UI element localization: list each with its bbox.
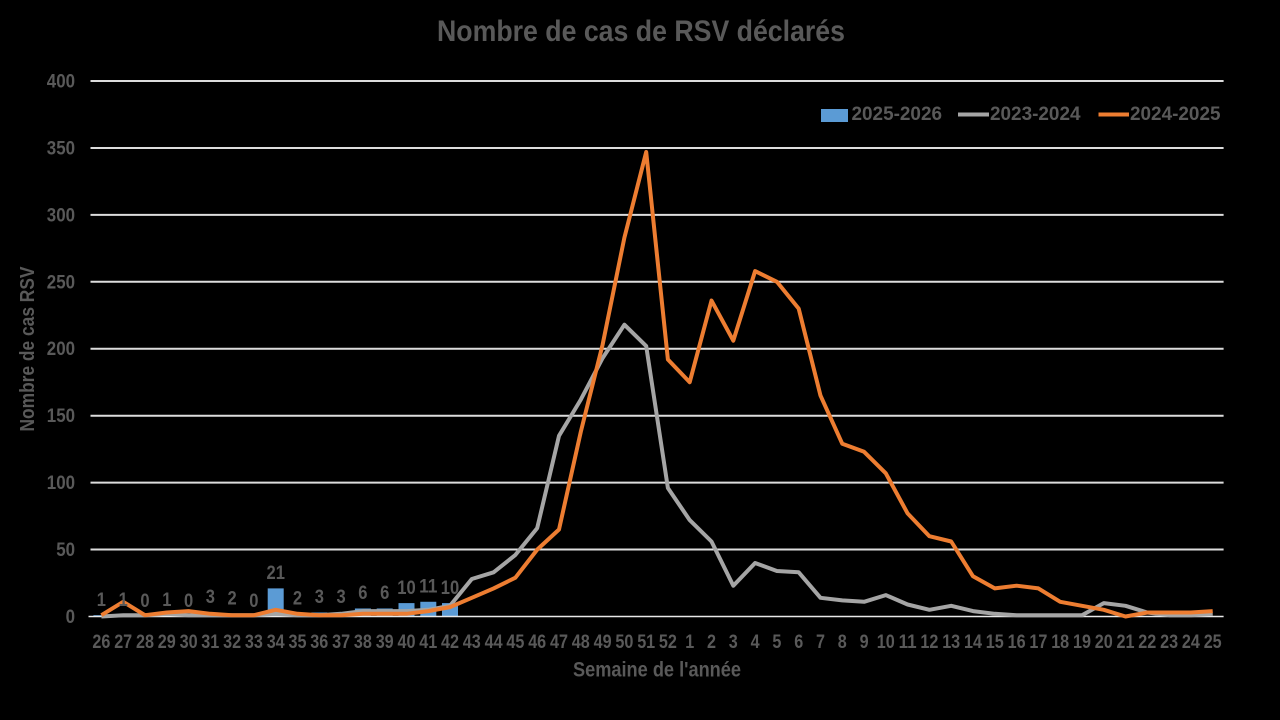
svg-text:10: 10 xyxy=(877,632,895,653)
svg-text:29: 29 xyxy=(158,632,176,653)
svg-text:24: 24 xyxy=(1182,632,1200,653)
svg-text:3: 3 xyxy=(206,587,215,608)
svg-text:35: 35 xyxy=(289,632,307,653)
svg-text:51: 51 xyxy=(637,632,655,653)
svg-text:11: 11 xyxy=(419,577,438,598)
svg-text:1: 1 xyxy=(119,590,129,611)
svg-text:0: 0 xyxy=(184,591,193,612)
svg-text:200: 200 xyxy=(47,339,75,360)
svg-text:0: 0 xyxy=(140,591,149,612)
svg-text:250: 250 xyxy=(47,272,75,293)
svg-text:0: 0 xyxy=(66,607,75,628)
svg-text:2024-2025: 2024-2025 xyxy=(1130,104,1221,125)
svg-text:50: 50 xyxy=(56,540,75,561)
svg-text:16: 16 xyxy=(1008,632,1026,653)
svg-text:3: 3 xyxy=(729,632,738,653)
svg-text:5: 5 xyxy=(772,632,781,653)
svg-text:7: 7 xyxy=(816,632,825,653)
svg-text:15: 15 xyxy=(986,632,1004,653)
svg-text:Nombre de cas RSV: Nombre de cas RSV xyxy=(17,266,39,432)
svg-text:1: 1 xyxy=(97,590,107,611)
svg-text:20: 20 xyxy=(1095,632,1113,653)
svg-text:32: 32 xyxy=(223,632,241,653)
svg-text:18: 18 xyxy=(1051,632,1069,653)
svg-text:40: 40 xyxy=(398,632,416,653)
svg-text:1: 1 xyxy=(162,590,172,611)
svg-text:2: 2 xyxy=(293,589,302,610)
svg-text:3: 3 xyxy=(315,587,324,608)
svg-text:37: 37 xyxy=(332,632,350,653)
svg-text:36: 36 xyxy=(310,632,328,653)
svg-text:2023-2024: 2023-2024 xyxy=(990,104,1081,125)
svg-text:42: 42 xyxy=(441,632,459,653)
svg-text:2025-2026: 2025-2026 xyxy=(852,104,943,125)
svg-text:400: 400 xyxy=(47,72,75,93)
svg-text:Semaine de l'année: Semaine de l'année xyxy=(573,659,741,682)
svg-text:8: 8 xyxy=(838,632,847,653)
svg-text:1: 1 xyxy=(685,632,694,653)
svg-text:45: 45 xyxy=(506,632,524,653)
svg-text:38: 38 xyxy=(354,632,372,653)
svg-text:10: 10 xyxy=(397,578,415,599)
svg-text:46: 46 xyxy=(528,632,546,653)
svg-text:47: 47 xyxy=(550,632,568,653)
svg-text:50: 50 xyxy=(615,632,633,653)
svg-text:4: 4 xyxy=(751,632,760,653)
svg-text:150: 150 xyxy=(47,406,75,427)
svg-text:11: 11 xyxy=(899,632,917,653)
svg-text:12: 12 xyxy=(920,632,938,653)
svg-text:Nombre de cas de RSV déclarés: Nombre de cas de RSV déclarés xyxy=(437,15,845,48)
svg-text:300: 300 xyxy=(47,205,75,226)
svg-text:19: 19 xyxy=(1073,632,1091,653)
svg-text:39: 39 xyxy=(376,632,394,653)
svg-text:22: 22 xyxy=(1138,632,1156,653)
svg-text:2: 2 xyxy=(707,632,716,653)
svg-text:28: 28 xyxy=(136,632,154,653)
svg-text:27: 27 xyxy=(114,632,132,653)
svg-text:6: 6 xyxy=(380,583,389,604)
svg-text:31: 31 xyxy=(201,632,219,653)
svg-text:13: 13 xyxy=(942,632,960,653)
svg-text:21: 21 xyxy=(1117,632,1135,653)
svg-text:34: 34 xyxy=(267,632,285,653)
svg-text:350: 350 xyxy=(47,138,75,159)
svg-text:30: 30 xyxy=(180,632,198,653)
svg-text:6: 6 xyxy=(358,583,367,604)
svg-text:43: 43 xyxy=(463,632,481,653)
svg-text:100: 100 xyxy=(47,473,75,494)
svg-text:33: 33 xyxy=(245,632,263,653)
svg-text:26: 26 xyxy=(92,632,110,653)
svg-text:14: 14 xyxy=(964,632,982,653)
svg-text:52: 52 xyxy=(659,632,677,653)
svg-text:10: 10 xyxy=(441,578,459,599)
svg-text:44: 44 xyxy=(485,632,503,653)
svg-text:21: 21 xyxy=(267,563,286,584)
svg-text:48: 48 xyxy=(572,632,590,653)
svg-text:9: 9 xyxy=(860,632,869,653)
svg-text:0: 0 xyxy=(249,591,258,612)
svg-text:2: 2 xyxy=(228,589,237,610)
svg-text:25: 25 xyxy=(1204,632,1222,653)
svg-text:49: 49 xyxy=(594,632,612,653)
svg-text:3: 3 xyxy=(337,587,346,608)
svg-text:41: 41 xyxy=(419,632,437,653)
svg-text:23: 23 xyxy=(1160,632,1178,653)
svg-text:6: 6 xyxy=(794,632,803,653)
svg-text:17: 17 xyxy=(1029,632,1047,653)
